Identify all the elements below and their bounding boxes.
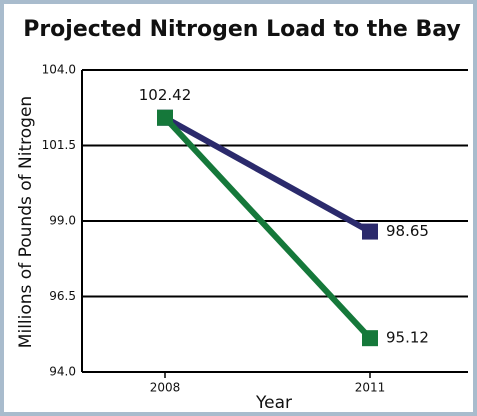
y-tick-label: 101.5	[42, 138, 76, 152]
data-label: 95.12	[386, 329, 429, 347]
series-line	[162, 115, 373, 341]
x-tick-label: 2011	[355, 381, 386, 395]
marker	[362, 330, 378, 347]
y-tick-label: 96.5	[49, 289, 76, 303]
marker	[362, 223, 378, 240]
y-tick-label: 104.0	[42, 63, 76, 77]
marker	[157, 109, 173, 126]
x-tick-label: 2008	[150, 381, 181, 395]
chart-title: Projected Nitrogen Load to the Bay	[23, 17, 461, 42]
data-label: 102.42	[139, 86, 192, 104]
y-tick-label: 94.0	[49, 365, 76, 379]
y-tick-label: 99.0	[49, 214, 76, 228]
y-axis-label: Millions of Pounds of Nitrogen	[16, 96, 36, 348]
series-line	[163, 115, 372, 235]
x-axis-label: Year	[255, 393, 292, 413]
data-label: 98.65	[386, 222, 429, 240]
